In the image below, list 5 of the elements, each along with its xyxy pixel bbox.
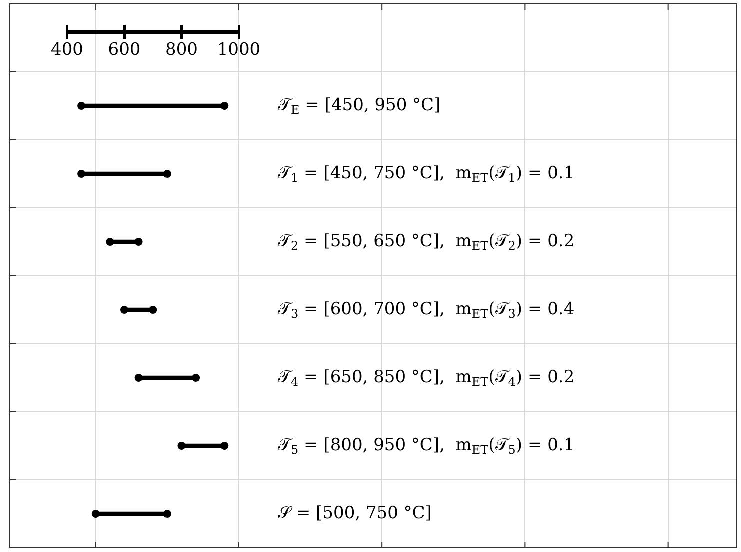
x-tick-label: 600 <box>108 40 141 60</box>
annotation: 𝒮 = [500, 750 °C] <box>278 503 432 524</box>
x-tick-label: 400 <box>51 40 84 60</box>
x-tick-label: 800 <box>166 40 198 60</box>
x-tick-label: 1000 <box>217 40 261 60</box>
